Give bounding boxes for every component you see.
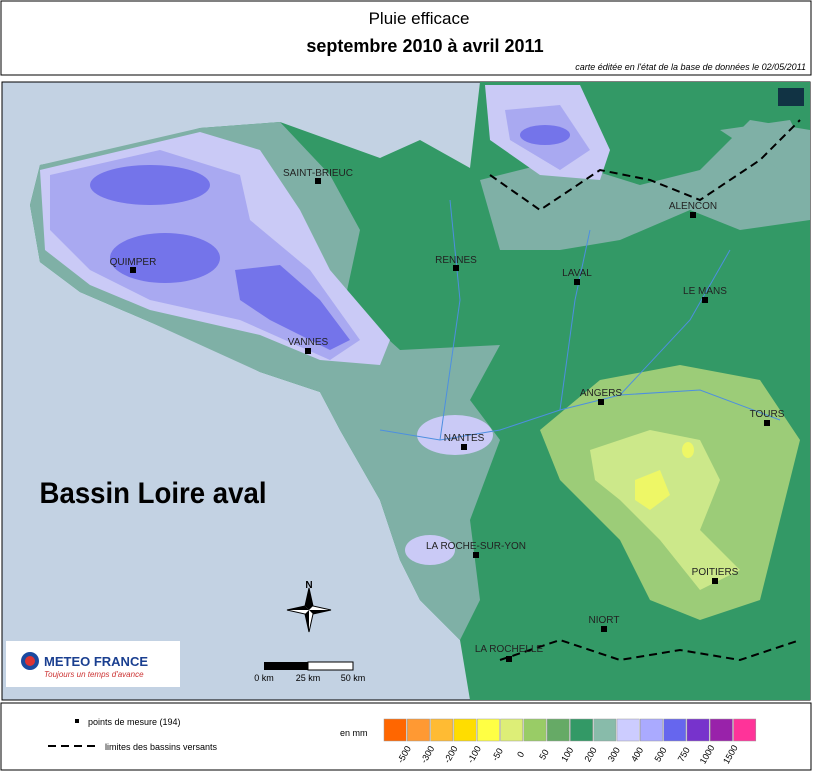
zone-yellow (682, 442, 694, 458)
city-label: ANGERS (580, 388, 623, 399)
legend-swatch (476, 718, 500, 742)
scale-bar (264, 662, 308, 670)
legend-limits: limites des bassins versants (105, 742, 218, 752)
city-marker (598, 399, 604, 405)
river (439, 199, 461, 441)
legend-swatch (686, 718, 710, 742)
scale-label: 0 km (254, 673, 274, 683)
zone-lavender (417, 415, 493, 455)
legend-value: 0 (515, 750, 526, 759)
city-label: LAVAL (562, 268, 592, 279)
city-marker (574, 279, 580, 285)
city-marker (130, 267, 136, 273)
city-label: LA ROCHE-SUR-YON (426, 541, 526, 552)
zone-blue (90, 165, 210, 205)
legend-swatch (453, 718, 477, 742)
city-label: VANNES (288, 337, 329, 348)
zone-yellowgreen (590, 430, 740, 590)
city-label: RENNES (435, 255, 477, 266)
color-scale: -500 -300 -200 -100 -50 0 50 100 200 300 400 500 750… (383, 718, 757, 766)
city-markers (130, 178, 770, 662)
legend-swatch (523, 718, 547, 742)
logo-slogan: Toujours un temps d'avance (44, 670, 144, 679)
zone-lavender (405, 535, 455, 565)
legend-swatch (709, 718, 733, 742)
logo-icon (25, 656, 35, 666)
legend-swatch (616, 718, 640, 742)
scale-bar (307, 661, 354, 671)
zone-teal (720, 120, 810, 170)
city-marker (461, 444, 467, 450)
title: Pluie efficace (369, 9, 470, 28)
city-label: TOURS (750, 409, 785, 420)
header-box (0, 0, 812, 76)
legend-swatch (570, 718, 593, 742)
city-label: LA ROCHELLE (475, 644, 544, 655)
city-marker (764, 420, 770, 426)
zone-blue (520, 125, 570, 145)
legend-swatch (383, 718, 407, 742)
city-marker (702, 297, 708, 303)
legend-swatch (546, 718, 570, 742)
legend-swatch (663, 718, 687, 742)
city-marker (453, 265, 459, 271)
basin-limit (499, 638, 801, 662)
city-label: NIORT (589, 615, 620, 626)
city-marker (305, 348, 311, 354)
zone-blue (235, 265, 350, 350)
legend-point-symbol (75, 719, 79, 723)
legend-points: points de mesure (194) (88, 717, 181, 727)
scale-label: 50 km (341, 673, 366, 683)
city-marker (601, 626, 607, 632)
city-marker (506, 656, 512, 662)
legend-swatch (430, 718, 454, 742)
city-label: LE MANS (683, 286, 727, 297)
scale-label: 25 km (296, 673, 321, 683)
subtitle: septembre 2010 à avril 2011 (306, 36, 543, 56)
city-marker (712, 578, 718, 584)
city-marker (315, 178, 321, 184)
north-label: N (305, 580, 312, 591)
legend-unit: en mm (340, 728, 368, 738)
city-marker (690, 212, 696, 218)
zone-blue (110, 233, 220, 283)
note: carte éditée en l'état de la base de don… (575, 62, 806, 72)
logo-name: METEO FRANCE (44, 654, 148, 669)
zone-teal (480, 120, 810, 250)
legend-swatch (733, 718, 757, 742)
city-marker (473, 552, 479, 558)
legend-swatch (593, 718, 617, 742)
legend-swatch (407, 718, 430, 742)
compass (286, 587, 332, 633)
legend-swatch (500, 718, 524, 742)
river (619, 249, 731, 396)
city-label: SAINT-BRIEUC (283, 168, 353, 179)
river (559, 229, 591, 411)
basin-limit (489, 119, 801, 212)
city-label: POITIERS (692, 567, 739, 578)
map: SAINT-BRIEUC RENNES QUIMPER VANNES NANTE… (1, 81, 811, 701)
legend-swatch (640, 718, 663, 742)
city-label: NANTES (444, 433, 485, 444)
legend-value: 50 (537, 748, 551, 762)
corner-logo (778, 88, 804, 106)
zone-yellow (635, 470, 670, 510)
city-label: QUIMPER (110, 257, 157, 268)
city-label: ALENCON (669, 201, 717, 212)
basin-name: Bassin Loire aval (40, 477, 267, 510)
